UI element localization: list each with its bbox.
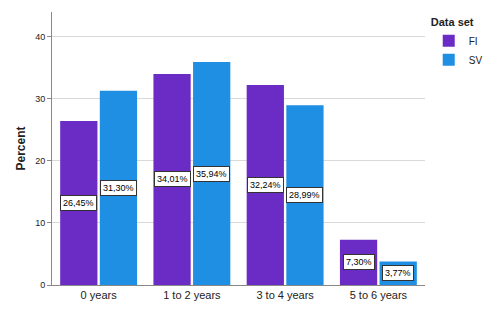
svg-text:SV: SV bbox=[469, 55, 483, 66]
svg-text:31,30%: 31,30% bbox=[103, 183, 134, 193]
svg-text:3 to 4 years: 3 to 4 years bbox=[256, 289, 314, 301]
svg-text:30: 30 bbox=[35, 94, 45, 104]
svg-text:3,77%: 3,77% bbox=[385, 268, 411, 278]
svg-text:34,01%: 34,01% bbox=[157, 174, 188, 184]
svg-text:0: 0 bbox=[40, 280, 45, 290]
svg-text:35,94%: 35,94% bbox=[196, 169, 227, 179]
svg-text:26,45%: 26,45% bbox=[63, 198, 94, 208]
svg-text:Data set: Data set bbox=[431, 16, 474, 28]
svg-text:28,99%: 28,99% bbox=[289, 190, 320, 200]
svg-text:7,30%: 7,30% bbox=[346, 257, 372, 267]
svg-text:FI: FI bbox=[469, 36, 478, 47]
svg-text:1 to 2 years: 1 to 2 years bbox=[163, 289, 221, 301]
svg-text:Percent: Percent bbox=[14, 126, 28, 170]
svg-text:0 years: 0 years bbox=[81, 289, 118, 301]
svg-text:40: 40 bbox=[35, 32, 45, 42]
svg-text:10: 10 bbox=[35, 218, 45, 228]
svg-text:5 to 6 years: 5 to 6 years bbox=[350, 289, 408, 301]
svg-text:32,24%: 32,24% bbox=[250, 180, 281, 190]
svg-text:20: 20 bbox=[35, 156, 45, 166]
